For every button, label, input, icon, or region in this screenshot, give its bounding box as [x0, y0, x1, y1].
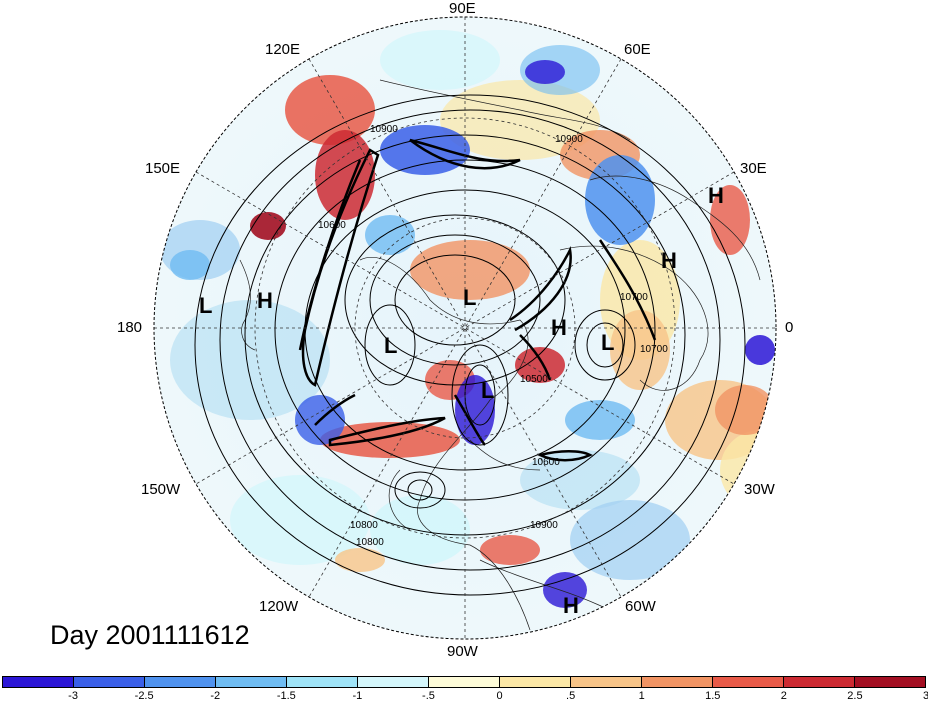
coastlines: [239, 79, 761, 631]
anomaly-field: [154, 17, 776, 639]
colorbar-tick-label: 0: [496, 690, 503, 702]
colorbar-swatch: [3, 677, 74, 687]
lon-label-180: 180: [117, 319, 143, 336]
contour-label: 10600: [532, 457, 560, 468]
colorbar-swatch: [784, 677, 855, 687]
lon-label-150e: 150E: [145, 160, 181, 177]
pressure-center: H: [708, 183, 724, 208]
colorbar-swatch: [216, 677, 287, 687]
contour-label: 10700: [640, 344, 668, 355]
pressure-center: L: [481, 378, 494, 403]
colorbar-tick-label: .5: [566, 690, 576, 702]
contour-label: 10900: [530, 520, 558, 531]
graticule: [154, 17, 776, 639]
contour-label: 10900: [555, 134, 583, 145]
pressure-centers: L H L L L H L H H H: [199, 183, 724, 618]
pressure-center: L: [199, 293, 212, 318]
lon-label-90e: 90E: [449, 0, 476, 17]
colorbar: [2, 676, 926, 688]
lon-label-30w: 30W: [744, 481, 775, 498]
pressure-center: H: [257, 288, 273, 313]
contour-label: 10800: [356, 537, 384, 548]
colorbar-swatch: [642, 677, 713, 687]
map-title: Day 2001111612: [50, 620, 250, 650]
colorbar-tick-label: 1: [638, 690, 645, 702]
lon-label-150w: 150W: [141, 481, 181, 498]
pressure-center: H: [661, 248, 677, 273]
colorbar-swatch: [358, 677, 429, 687]
lon-label-90w: 90W: [447, 643, 478, 660]
lon-label-120w: 120W: [259, 598, 299, 615]
colorbar-tick-label: -1: [352, 690, 363, 702]
colorbar-swatch: [145, 677, 216, 687]
colorbar-tick-label: 2.5: [847, 690, 863, 702]
colorbar-swatch: [287, 677, 358, 687]
lon-label-120e: 120E: [265, 41, 301, 58]
colorbar-swatch: [571, 677, 642, 687]
colorbar-tick-label: -2: [210, 690, 221, 702]
map-border: [153, 16, 777, 640]
jet-streaks: [298, 138, 657, 462]
contour-label: 10700: [620, 292, 648, 303]
pressure-center: H: [551, 315, 567, 340]
lon-label-60e: 60E: [624, 41, 651, 58]
lon-label-60w: 60W: [625, 598, 656, 615]
contour-label: 10600: [318, 220, 346, 231]
pressure-center: L: [384, 333, 397, 358]
colorbar-tick-label: -3: [68, 690, 78, 702]
colorbar-tick-label: 2: [780, 690, 787, 702]
colorbar-swatch: [500, 677, 571, 687]
contour-labels: 10900 10900 10800 10600 10500 10700 1060…: [318, 124, 668, 548]
colorbar-swatch: [429, 677, 500, 687]
colorbar-tick-label: 3: [922, 690, 928, 702]
contour-label: 10800: [350, 520, 378, 531]
pressure-center: H: [563, 593, 579, 618]
colorbar-tick-label: -2.5: [134, 690, 154, 702]
pressure-center: L: [463, 285, 476, 310]
colorbar-swatch: [713, 677, 784, 687]
lon-label-0: 0: [785, 319, 794, 336]
colorbar-tick-label: 1.5: [705, 690, 721, 702]
colorbar-tick-label: -.5: [422, 690, 435, 702]
lon-label-30e: 30E: [740, 160, 767, 177]
colorbar-tick-label: -1.5: [276, 690, 296, 702]
contour-label: 10500: [520, 374, 548, 385]
colorbar-swatch: [855, 677, 925, 687]
colorbar-swatch: [74, 677, 145, 687]
contour-label: 10900: [370, 124, 398, 135]
pressure-center: L: [601, 330, 614, 355]
